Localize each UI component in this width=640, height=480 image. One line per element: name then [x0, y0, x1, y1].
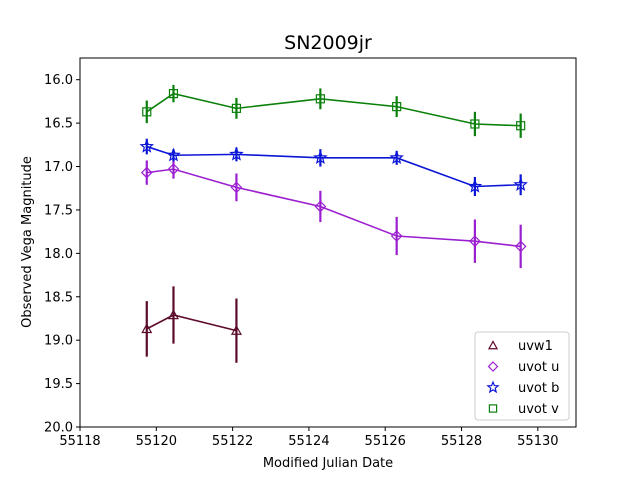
plot-frame	[79, 57, 577, 428]
data-point	[516, 121, 526, 131]
chart-title: SN2009jr	[284, 32, 372, 54]
legend-marker	[487, 361, 499, 372]
data-point	[230, 324, 242, 335]
y-tick-label: 18.5	[44, 290, 73, 305]
legend-box	[474, 331, 570, 421]
data-point	[140, 166, 153, 179]
y-tick-label: 19.0	[44, 334, 73, 349]
series-line	[146, 92, 521, 127]
series-uvot-u	[140, 159, 527, 269]
y-tick-label: 20.0	[44, 421, 73, 436]
legend-marker	[486, 380, 500, 394]
legend-marker	[488, 404, 498, 413]
x-tick-label: 55128	[441, 434, 482, 449]
y-tick-label: 17.5	[44, 203, 73, 218]
data-point	[390, 230, 403, 242]
legend-label: uvot v	[518, 402, 559, 417]
series-uvot-v	[142, 84, 526, 138]
legend-marker	[487, 340, 499, 350]
data-point	[470, 119, 480, 129]
y-tick-label: 16.5	[44, 117, 73, 132]
series-line	[146, 168, 521, 248]
x-tick-label: 55120	[136, 434, 177, 449]
series-uvw1	[141, 286, 242, 363]
data-point	[139, 138, 155, 153]
series-line	[146, 145, 521, 188]
y-tick-label: 17.0	[44, 160, 73, 175]
legend-label: uvot u	[518, 360, 559, 375]
data-point	[141, 323, 153, 334]
data-point	[230, 181, 243, 194]
x-tick-label: 55124	[288, 434, 329, 449]
data-point	[168, 88, 179, 99]
data-point	[469, 235, 481, 248]
series-line	[146, 314, 237, 332]
x-tick-label: 55118	[59, 434, 100, 449]
data-point	[389, 150, 404, 165]
x-axis: 55118 55120 55122 55124 55126 55128 55130	[59, 427, 559, 449]
data-point	[467, 178, 483, 193]
y-axis-label: Observed Vega Magnitude	[20, 156, 35, 328]
data-point	[315, 94, 325, 104]
data-point	[166, 147, 181, 162]
data-point	[229, 146, 244, 161]
data-point	[167, 163, 180, 175]
x-tick-label: 55130	[517, 434, 558, 449]
x-tick-label: 55122	[212, 434, 253, 449]
x-axis-label: Modified Julian Date	[263, 456, 393, 471]
data-point	[392, 102, 402, 112]
data-point	[314, 200, 327, 213]
data-point	[514, 240, 527, 253]
data-point	[142, 107, 152, 117]
y-axis: 16.0 16.5 17.0 17.5 18.0 18.5 19.0 19.5 20.0	[44, 73, 80, 436]
y-tick-label: 16.0	[44, 73, 73, 88]
x-tick-label: 55126	[365, 434, 406, 449]
data-point	[513, 177, 528, 191]
data-point	[313, 150, 328, 165]
y-tick-label: 19.5	[44, 377, 73, 392]
legend: uvw1 uvot u uvot b uvot v	[474, 331, 570, 421]
plot-area	[139, 84, 528, 363]
legend-label: uvot b	[518, 381, 559, 396]
series-uvot-b	[139, 138, 528, 197]
y-tick-label: 18.0	[44, 247, 73, 262]
data-point	[231, 103, 242, 113]
data-point	[167, 309, 179, 320]
legend-label: uvw1	[518, 339, 553, 354]
